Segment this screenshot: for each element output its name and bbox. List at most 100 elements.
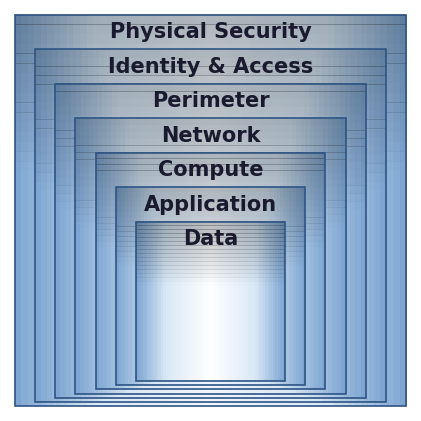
Bar <box>222 153 226 389</box>
Bar <box>351 49 357 402</box>
Bar <box>236 187 239 385</box>
Bar <box>93 118 99 394</box>
Bar <box>233 118 238 394</box>
Bar <box>75 166 346 173</box>
Bar <box>310 153 314 389</box>
Bar <box>96 229 325 236</box>
Bar <box>75 187 346 194</box>
Bar <box>35 208 386 217</box>
Bar <box>75 352 346 359</box>
Bar <box>35 234 386 243</box>
Bar <box>116 291 305 296</box>
Bar <box>116 355 305 360</box>
Bar <box>237 118 242 394</box>
Bar <box>15 34 406 44</box>
Bar <box>96 241 325 248</box>
Bar <box>55 154 366 162</box>
Bar <box>269 15 276 406</box>
Bar <box>136 369 285 373</box>
Bar <box>55 170 366 178</box>
Bar <box>35 58 386 67</box>
Bar <box>237 15 243 406</box>
Bar <box>136 325 285 329</box>
Bar <box>310 49 316 402</box>
Bar <box>75 214 346 221</box>
Bar <box>35 84 386 93</box>
Bar <box>75 283 346 290</box>
Bar <box>257 84 263 398</box>
Bar <box>200 222 203 381</box>
Bar <box>163 187 167 385</box>
Bar <box>170 187 173 385</box>
Bar <box>21 15 28 406</box>
Bar <box>238 222 241 381</box>
Bar <box>35 75 386 85</box>
Bar <box>136 313 285 317</box>
Bar <box>107 118 112 394</box>
Bar <box>367 15 374 406</box>
Bar <box>173 222 176 381</box>
Bar <box>334 15 341 406</box>
Bar <box>239 187 242 385</box>
Bar <box>393 15 400 406</box>
Bar <box>145 153 149 389</box>
Bar <box>374 15 381 406</box>
Bar <box>136 229 285 234</box>
Bar <box>136 345 285 349</box>
Bar <box>282 222 285 381</box>
Bar <box>265 222 268 381</box>
Bar <box>302 187 306 385</box>
Bar <box>335 84 340 398</box>
Bar <box>325 84 330 398</box>
Bar <box>205 49 211 402</box>
Bar <box>187 49 193 402</box>
Bar <box>55 256 366 264</box>
Bar <box>208 222 211 381</box>
Bar <box>96 153 325 389</box>
Bar <box>136 237 285 242</box>
Bar <box>195 153 200 389</box>
Bar <box>242 118 247 394</box>
Bar <box>345 49 352 402</box>
Bar <box>96 176 325 182</box>
Bar <box>116 320 305 326</box>
Bar <box>160 187 163 385</box>
Bar <box>35 128 386 137</box>
Bar <box>15 308 406 318</box>
Bar <box>231 84 237 398</box>
Bar <box>301 118 306 394</box>
Bar <box>55 303 366 312</box>
Bar <box>15 181 406 191</box>
Bar <box>96 288 325 295</box>
Bar <box>260 118 265 394</box>
Bar <box>154 84 159 398</box>
Bar <box>309 118 314 394</box>
Text: Physical Security: Physical Security <box>109 22 312 42</box>
Bar <box>55 217 366 225</box>
Bar <box>256 118 261 394</box>
Bar <box>268 222 271 381</box>
Bar <box>96 224 325 230</box>
Bar <box>218 153 222 389</box>
Bar <box>287 153 291 389</box>
Bar <box>96 218 325 224</box>
Bar <box>221 222 224 381</box>
Bar <box>80 118 85 394</box>
Bar <box>15 229 406 240</box>
Bar <box>35 49 386 58</box>
Bar <box>136 377 285 381</box>
Bar <box>176 49 182 402</box>
Bar <box>76 84 82 398</box>
Bar <box>107 84 112 398</box>
Bar <box>184 15 192 406</box>
Bar <box>15 357 406 367</box>
Bar <box>87 15 93 406</box>
Bar <box>143 84 149 398</box>
Bar <box>116 187 305 192</box>
Bar <box>226 84 232 398</box>
Bar <box>267 187 271 385</box>
Bar <box>195 187 198 385</box>
Bar <box>96 306 325 312</box>
Bar <box>339 49 346 402</box>
Bar <box>134 49 141 402</box>
